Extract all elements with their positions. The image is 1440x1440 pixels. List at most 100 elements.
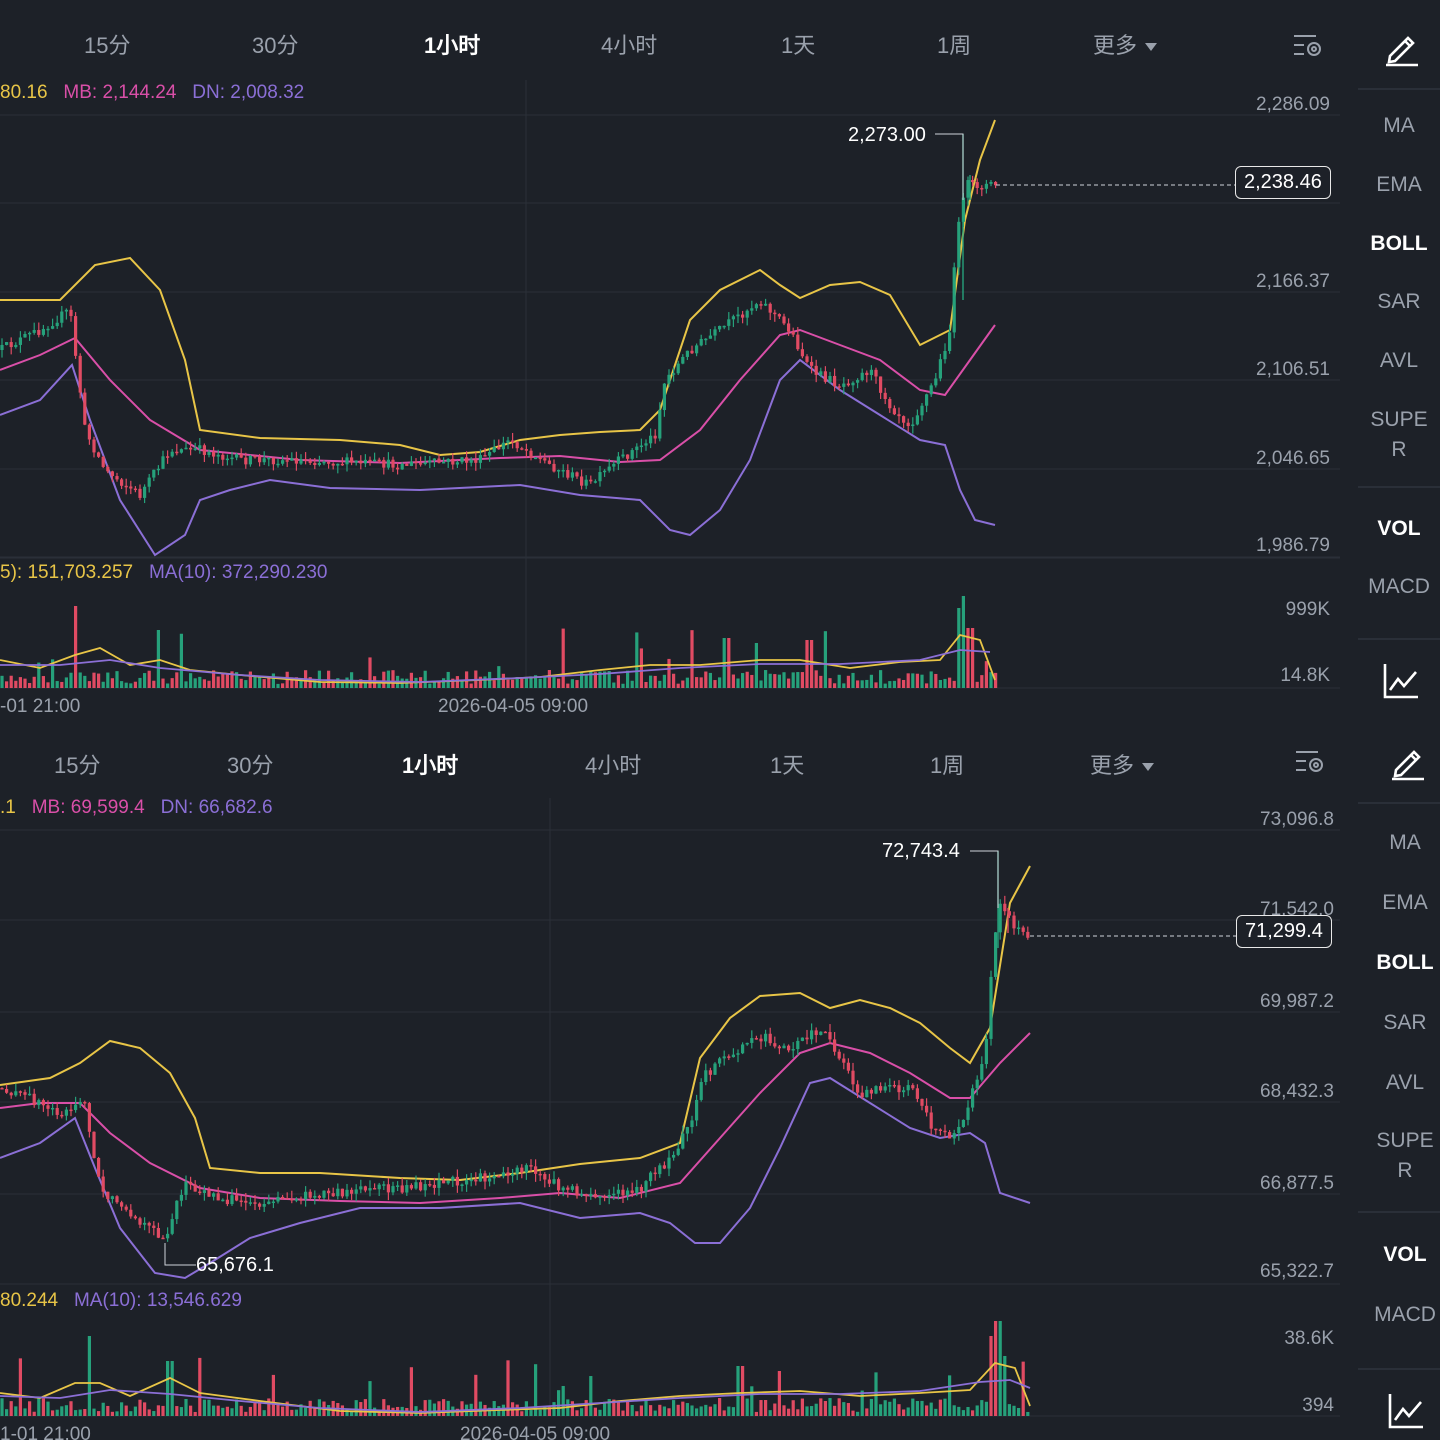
volume-bar <box>239 1405 243 1416</box>
indicator-boll[interactable]: BOLL <box>1370 232 1428 255</box>
volume-bar <box>244 1411 248 1416</box>
indicator-ema[interactable]: EMA <box>1376 173 1422 196</box>
volume-bar <box>497 1406 501 1416</box>
tab-1h[interactable]: 1小时 <box>424 33 481 58</box>
candle-body <box>230 1195 234 1205</box>
vol-ma10-value: MA(10): 13,546.629 <box>73 1290 242 1311</box>
candle-body <box>925 1105 929 1113</box>
boll-lower-line <box>0 358 996 557</box>
indicator-boll[interactable]: BOLL <box>1376 951 1434 974</box>
candle-body <box>391 459 395 468</box>
tab-15m[interactable]: 15分 <box>84 33 131 58</box>
indicator-ma[interactable]: MA <box>1383 114 1415 137</box>
volume-bar <box>994 672 998 688</box>
candle-body <box>235 1195 239 1201</box>
indicator-avl[interactable]: AVL <box>1385 1071 1425 1094</box>
volume-bar <box>580 671 584 688</box>
volume-bar <box>14 1406 18 1416</box>
divider <box>1358 486 1440 488</box>
candle-body <box>929 385 933 395</box>
tab-more[interactable]: 更多 <box>1093 28 1158 60</box>
volume-bar <box>110 1411 114 1416</box>
tab-15m[interactable]: 15分 <box>54 753 101 778</box>
tab-4h[interactable]: 4小时 <box>585 753 642 778</box>
volume-bar <box>363 682 367 688</box>
volume-bar <box>74 606 78 688</box>
line-chart-icon[interactable] <box>1387 1392 1425 1430</box>
tab-1d[interactable]: 1天 <box>781 33 816 58</box>
candle-body <box>345 457 349 465</box>
volume-bar <box>869 1398 873 1416</box>
indicator-avl[interactable]: AVL <box>1379 349 1419 372</box>
volume-bar <box>695 677 699 688</box>
tab-1w[interactable]: 1周 <box>937 33 972 58</box>
volume-bar <box>929 671 933 688</box>
chart-settings-icon[interactable] <box>1292 32 1324 60</box>
tab-4h[interactable]: 4小时 <box>601 33 658 58</box>
indicator-sar[interactable]: SAR <box>1383 1011 1427 1034</box>
candle-body <box>520 1167 524 1173</box>
price-axis-label: 66,877.5 <box>1260 1173 1334 1194</box>
chart-settings-icon[interactable] <box>1294 748 1326 776</box>
tab-1w[interactable]: 1周 <box>930 753 965 778</box>
boll-upper-line <box>0 119 996 457</box>
indicator-super[interactable]: SUPER <box>1376 1129 1434 1182</box>
tab-30m[interactable]: 30分 <box>227 753 274 778</box>
candle-body <box>478 455 482 463</box>
indicator-vol[interactable]: VOL <box>1383 1243 1427 1266</box>
candle-body <box>796 334 800 350</box>
indicator-ma[interactable]: MA <box>1389 831 1421 854</box>
indicator-super[interactable]: SUPER <box>1370 408 1428 461</box>
candle-body <box>64 1109 68 1116</box>
volume-bar <box>865 679 869 688</box>
line-chart-icon[interactable] <box>1382 662 1420 700</box>
candle-body <box>133 1216 137 1219</box>
volume-bar <box>92 1408 96 1416</box>
indicator-vol[interactable]: VOL <box>1377 517 1421 540</box>
tab-more[interactable]: 更多 <box>1090 748 1155 780</box>
volume-bar <box>60 1406 64 1416</box>
candlestick-chart[interactable] <box>0 718 1350 1440</box>
candlestick-chart[interactable] <box>0 0 1350 718</box>
volume-bar <box>32 1411 36 1416</box>
candle-body <box>152 1225 156 1229</box>
candle-body <box>55 322 59 327</box>
volume-bar <box>938 1399 942 1416</box>
volume-bar <box>460 681 464 688</box>
candle-body <box>1007 911 1011 916</box>
indicator-macd[interactable]: MACD <box>1374 1303 1436 1326</box>
price-axis-label: 73,096.8 <box>1260 809 1334 830</box>
candle-body <box>561 470 565 472</box>
tab-1d[interactable]: 1天 <box>770 753 805 778</box>
tab-1h[interactable]: 1小时 <box>402 753 459 778</box>
candle-body <box>547 460 551 464</box>
indicator-sar[interactable]: SAR <box>1377 290 1421 313</box>
pencil-icon[interactable] <box>1388 742 1428 782</box>
tab-30m[interactable]: 30分 <box>252 33 299 58</box>
volume-bar <box>299 1404 303 1416</box>
candle-body <box>957 1126 961 1134</box>
candle-body <box>713 1063 717 1075</box>
candle-body <box>800 1037 804 1041</box>
volume-bar <box>331 680 335 688</box>
candle-body <box>382 1184 386 1186</box>
volume-bar <box>446 671 450 688</box>
pencil-icon[interactable] <box>1382 28 1422 68</box>
candle-body <box>699 1082 703 1100</box>
candle-body <box>961 1119 965 1127</box>
volume-bar <box>156 630 160 688</box>
candle-body <box>276 463 280 466</box>
volume-bar <box>961 1410 965 1416</box>
indicator-macd[interactable]: MACD <box>1368 575 1430 598</box>
volume-ma10-line <box>0 1379 1031 1413</box>
candle-body <box>120 1202 124 1207</box>
candle-body <box>842 383 846 387</box>
volume-bar <box>189 673 193 688</box>
volume-bar <box>46 682 50 688</box>
volume-bar <box>920 674 924 688</box>
candle-body <box>350 457 354 463</box>
indicator-ema[interactable]: EMA <box>1382 891 1428 914</box>
candle-body <box>78 1102 82 1105</box>
volume-bar <box>0 1398 4 1416</box>
volume-bar <box>230 671 234 688</box>
